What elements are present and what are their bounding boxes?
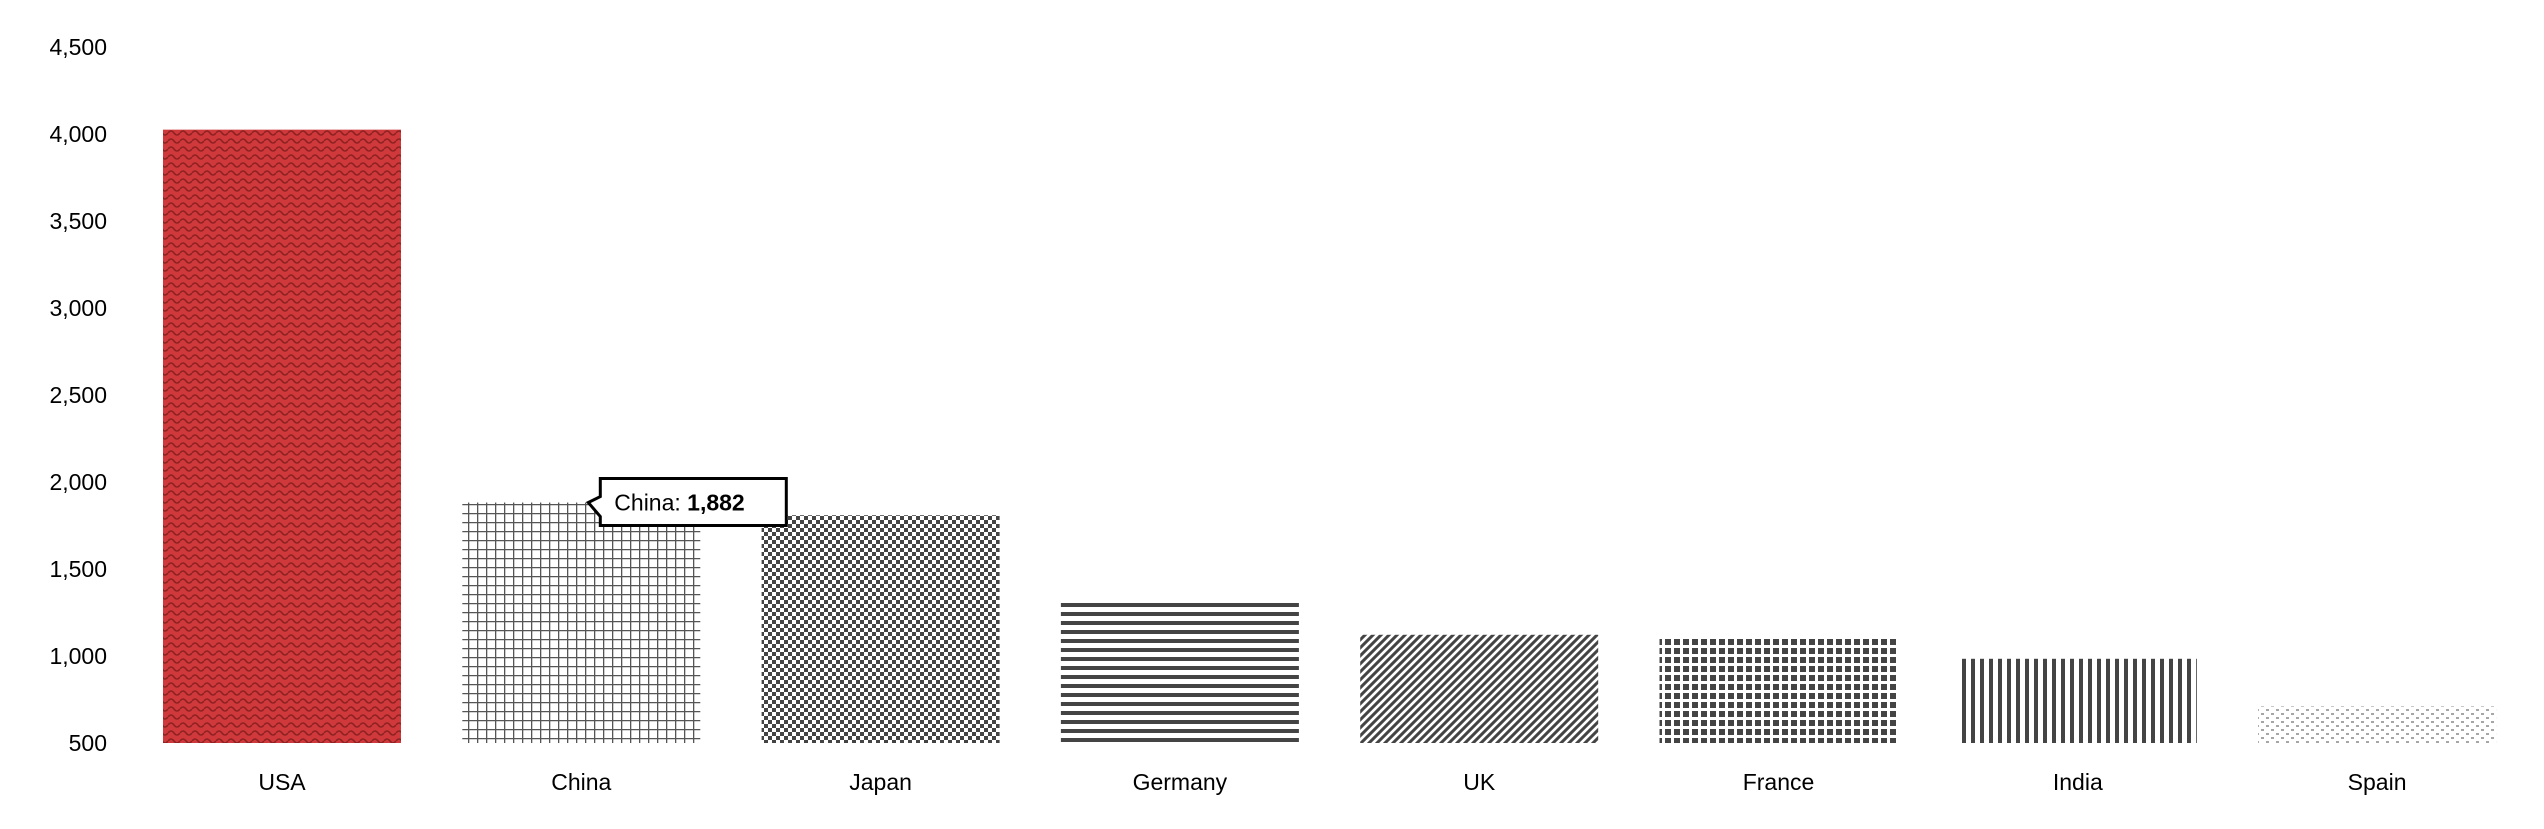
x-tick-label-china: China xyxy=(551,769,611,795)
bar-india[interactable] xyxy=(1958,658,2197,743)
bar-japan[interactable] xyxy=(761,515,1000,743)
bar-france[interactable] xyxy=(1659,636,1898,743)
y-tick-label: 500 xyxy=(69,730,107,756)
x-tick-label-uk: UK xyxy=(1463,769,1496,795)
y-axis: 500 1,000 1,500 2,000 2,500 3,000 3,500 4,000 4,… xyxy=(49,34,107,756)
y-tick-label: 1,000 xyxy=(49,643,107,669)
tooltip-box xyxy=(585,477,788,528)
bar-series xyxy=(163,129,2497,743)
y-tick-label: 3,000 xyxy=(49,295,107,321)
tooltip-category: China: xyxy=(614,490,687,516)
x-tick-label-usa: USA xyxy=(258,769,306,795)
bar-spain[interactable] xyxy=(2258,706,2497,743)
y-tick-label: 4,500 xyxy=(49,34,107,60)
x-tick-label-india: India xyxy=(2053,769,2103,795)
y-tick-label: 1,500 xyxy=(49,556,107,582)
y-tick-label: 2,000 xyxy=(49,469,107,495)
y-tick-label: 2,500 xyxy=(49,382,107,408)
x-tick-label-germany: Germany xyxy=(1133,769,1228,795)
x-tick-label-france: France xyxy=(1743,769,1815,795)
x-tick-label-spain: Spain xyxy=(2348,769,2407,795)
bar-uk[interactable] xyxy=(1360,634,1599,743)
y-tick-label: 3,500 xyxy=(49,208,107,234)
bar-china[interactable] xyxy=(462,502,701,743)
x-tick-label-japan: Japan xyxy=(849,769,912,795)
y-tick-label: 4,000 xyxy=(49,121,107,147)
tooltip: China: 1,882 xyxy=(585,477,788,528)
bar-usa[interactable] xyxy=(163,129,401,743)
tooltip-value: 1,882 xyxy=(687,490,745,516)
bar-germany[interactable] xyxy=(1060,599,1299,743)
x-axis: USA China Japan Germany UK France India Spain xyxy=(258,769,2406,795)
tooltip-text: China: 1,882 xyxy=(614,490,744,516)
